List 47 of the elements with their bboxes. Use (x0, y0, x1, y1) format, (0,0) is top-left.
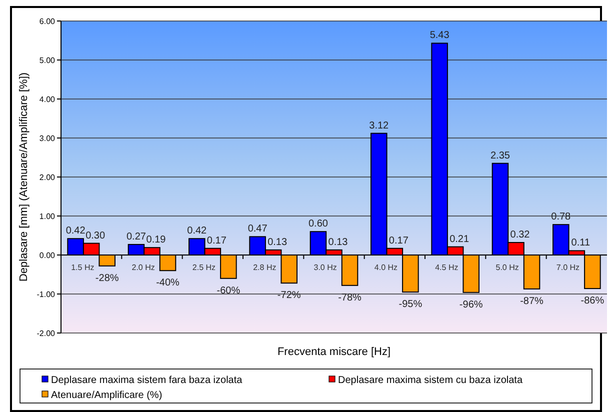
y-tick-label: 0.00 (39, 251, 56, 260)
x-tick-label: 2.8 Hz (253, 263, 276, 272)
x-tick-label: 5.0 Hz (496, 263, 519, 272)
x-tick-label: 2.0 Hz (132, 263, 155, 272)
x-tick-label: 1.5 Hz (71, 263, 94, 272)
x-tick-label: 4.0 Hz (374, 263, 398, 272)
data-label: 0.47 (248, 224, 268, 235)
legend-label: Atenuare/Amplificare (%) (51, 390, 162, 401)
data-label: 3.12 (369, 120, 390, 132)
data-label: 0.42 (66, 226, 86, 237)
x-tick-label: 2.5 Hz (192, 263, 216, 272)
y-tick-label: 6.00 (39, 17, 56, 26)
x-axis-title: Frecventa miscare [Hz] (277, 346, 391, 358)
y-tick-label: 1.00 (39, 212, 56, 221)
data-label: 0.27 (126, 231, 146, 242)
data-label: -86% (580, 296, 604, 307)
data-label: -40% (156, 278, 180, 289)
data-label: 0.13 (268, 236, 288, 248)
data-label: 0.17 (388, 235, 409, 246)
y-tick-label: 2.00 (39, 173, 56, 182)
data-label: -96% (459, 299, 483, 310)
y-tick-label: 4.00 (39, 95, 56, 104)
legend-label: Deplasare maxima sistem cu baza izolata (338, 375, 523, 386)
data-label: 0.13 (328, 236, 348, 248)
legend-label: Deplasare maxima sistem fara baza izolata (51, 375, 243, 386)
data-label: -28% (95, 272, 119, 284)
x-tick-label: 4.5 Hz (435, 263, 458, 272)
data-label: 0.32 (510, 230, 530, 241)
data-label: -95% (398, 299, 422, 310)
data-label: 0.30 (86, 230, 106, 242)
y-axis-title: Deplasare [mm] (Atenuare/Amplificare [%]) (18, 72, 30, 282)
data-label: -78% (338, 292, 362, 304)
data-label: 0.42 (187, 226, 208, 237)
data-label: 0.11 (571, 238, 590, 249)
x-tick-label: 7.0 Hz (556, 263, 580, 272)
data-label: 0.17 (206, 235, 227, 246)
data-label: 5.43 (430, 30, 450, 42)
data-label: 0.19 (146, 234, 166, 246)
data-label: 0.60 (308, 218, 328, 230)
data-label: 2.35 (490, 150, 510, 162)
y-tick-label: 3.00 (39, 134, 56, 143)
y-tick-label: -2.00 (36, 329, 56, 338)
y-tick-label: -1.00 (36, 290, 56, 299)
data-label: -87% (520, 296, 544, 307)
y-tick-label: 5.00 (39, 56, 56, 65)
x-tick-label: 3.0 Hz (314, 263, 337, 272)
data-label: 0.21 (450, 234, 470, 245)
